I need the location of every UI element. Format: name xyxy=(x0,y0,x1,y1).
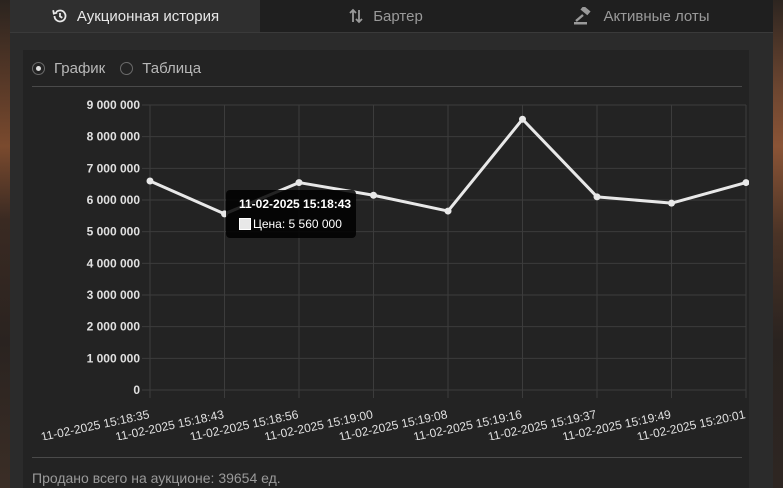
view-toggle: График Таблица xyxy=(32,58,216,78)
chart-tooltip: 11-02-2025 15:18:43 Цена: 5 560 000 xyxy=(226,190,356,238)
chart-panel: График Таблица 0 1 000 000 2 000 000 3 000 … xyxy=(23,50,749,488)
y-tick-label: 0 xyxy=(133,383,140,397)
radio-checked-icon xyxy=(32,61,45,75)
swap-arrows-icon xyxy=(347,7,365,25)
tab-label: Бартер xyxy=(373,7,423,25)
tab-auction-history[interactable]: Аукционная история xyxy=(10,0,260,32)
y-tick-label: 1 000 000 xyxy=(87,351,141,365)
data-point xyxy=(146,177,154,185)
divider-bottom xyxy=(32,457,742,458)
series-swatch xyxy=(239,218,251,230)
radio-chart-label: График xyxy=(54,59,106,77)
gavel-icon xyxy=(573,7,595,25)
tooltip-value: Цена: 5 560 000 xyxy=(253,217,342,231)
y-tick-label: 8 000 000 xyxy=(87,130,141,144)
data-point xyxy=(519,115,526,123)
background-left xyxy=(0,0,10,488)
radio-table-label: Таблица xyxy=(142,59,202,77)
tooltip-title: 11-02-2025 15:18:43 xyxy=(239,197,352,211)
y-tick-label: 7 000 000 xyxy=(87,161,141,175)
history-icon xyxy=(51,7,69,25)
y-tick-label: 6 000 000 xyxy=(87,193,141,207)
y-tick-label: 3 000 000 xyxy=(87,288,141,302)
radio-chart[interactable]: График xyxy=(32,60,105,77)
tab-label: Активные лоты xyxy=(603,7,710,25)
radio-table[interactable]: Таблица xyxy=(120,60,201,77)
tab-label: Аукционная история xyxy=(76,7,220,25)
y-tick-label: 5 000 000 xyxy=(87,225,141,239)
tooltip-row: Цена: 5 560 000 xyxy=(239,217,342,231)
auction-window: Аукционная история Бартер Активные лоты xyxy=(10,0,773,488)
tab-bar: Аукционная история Бартер Активные лоты xyxy=(10,0,773,33)
y-tick-label: 2 000 000 xyxy=(87,320,141,334)
tab-barter[interactable]: Бартер xyxy=(260,0,510,32)
background-right xyxy=(773,0,783,488)
y-tick-label: 4 000 000 xyxy=(87,256,141,270)
data-point xyxy=(370,191,377,199)
y-tick-label: 9 000 000 xyxy=(87,98,141,112)
divider-top xyxy=(32,86,742,87)
data-point xyxy=(295,179,303,187)
price-line-chart: 0 1 000 000 2 000 000 3 000 000 4 000 000 5 0… xyxy=(40,98,749,440)
data-point xyxy=(742,179,749,187)
data-point xyxy=(593,193,601,201)
tab-active-lots[interactable]: Активные лоты xyxy=(510,0,773,32)
data-point xyxy=(668,199,675,207)
data-point xyxy=(444,207,452,215)
radio-unchecked-icon xyxy=(120,61,134,75)
total-sold-text: Продано всего на аукционе: 39654 ед. xyxy=(32,470,281,486)
